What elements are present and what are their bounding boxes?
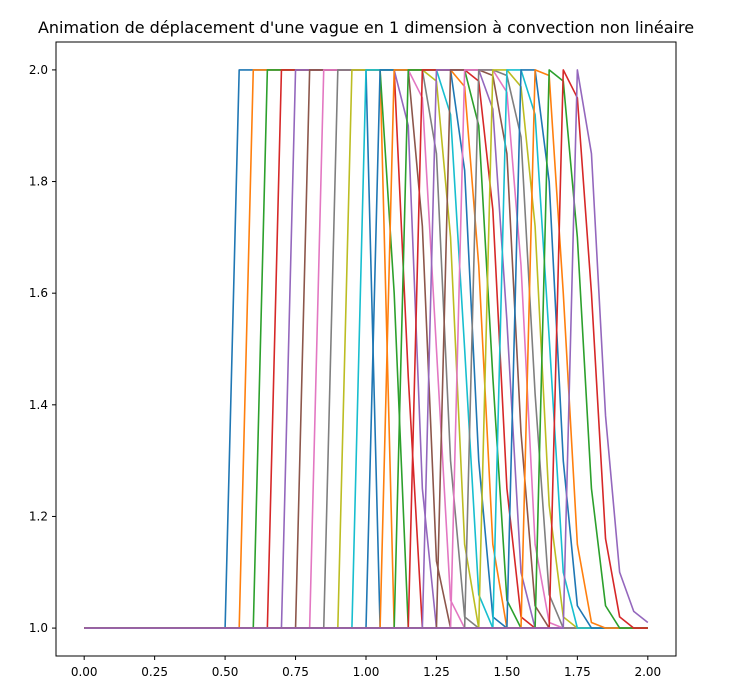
x-axis: 0.00 0.25 0.50 0.75 1.00 1.25 1.50 1.75 2.00 bbox=[71, 656, 661, 679]
chart-title: Animation de déplacement d'une vague en … bbox=[38, 18, 694, 37]
series-line-17 bbox=[84, 69, 648, 629]
x-tick-label: 1.00 bbox=[353, 665, 380, 679]
y-tick-label: 1.0 bbox=[29, 621, 48, 635]
y-tick-label: 2.0 bbox=[29, 63, 48, 77]
series-line-1 bbox=[84, 69, 648, 629]
series-line-4 bbox=[84, 69, 648, 629]
x-tick-label: 1.25 bbox=[423, 665, 450, 679]
series-line-20 bbox=[84, 69, 648, 629]
y-tick-label: 1.6 bbox=[29, 286, 48, 300]
x-tick-label: 1.75 bbox=[564, 665, 591, 679]
series-line-10 bbox=[84, 69, 648, 629]
x-tick-label: 2.00 bbox=[634, 665, 661, 679]
series-line-15 bbox=[84, 69, 648, 629]
series-line-12 bbox=[84, 69, 648, 629]
series-line-25 bbox=[84, 69, 649, 629]
series-group bbox=[84, 69, 649, 629]
series-line-9 bbox=[84, 69, 648, 629]
series-line-7 bbox=[84, 69, 648, 629]
series-line-13 bbox=[84, 69, 648, 629]
x-tick-label: 0.25 bbox=[141, 665, 168, 679]
series-line-5 bbox=[84, 69, 648, 629]
series-line-14 bbox=[84, 69, 648, 629]
series-line-19 bbox=[84, 69, 648, 629]
x-tick-label: 0.75 bbox=[282, 665, 309, 679]
x-tick-label: 0.50 bbox=[212, 665, 239, 679]
series-line-3 bbox=[84, 69, 648, 629]
series-line-23 bbox=[84, 69, 648, 629]
x-tick-label: 1.50 bbox=[494, 665, 521, 679]
series-line-24 bbox=[84, 69, 648, 629]
y-tick-label: 1.8 bbox=[29, 175, 48, 189]
series-line-6 bbox=[84, 69, 648, 629]
series-line-16 bbox=[84, 69, 648, 629]
series-line-11 bbox=[84, 69, 648, 629]
y-axis: 1.0 1.2 1.4 1.6 1.8 2.0 bbox=[29, 63, 56, 635]
series-line-22 bbox=[84, 69, 648, 629]
y-tick-label: 1.4 bbox=[29, 398, 48, 412]
series-line-2 bbox=[84, 69, 648, 629]
series-line-21 bbox=[84, 69, 648, 629]
series-line-8 bbox=[84, 69, 648, 629]
y-tick-label: 1.2 bbox=[29, 509, 48, 523]
series-line-18 bbox=[84, 69, 648, 629]
x-tick-label: 0.00 bbox=[71, 665, 98, 679]
